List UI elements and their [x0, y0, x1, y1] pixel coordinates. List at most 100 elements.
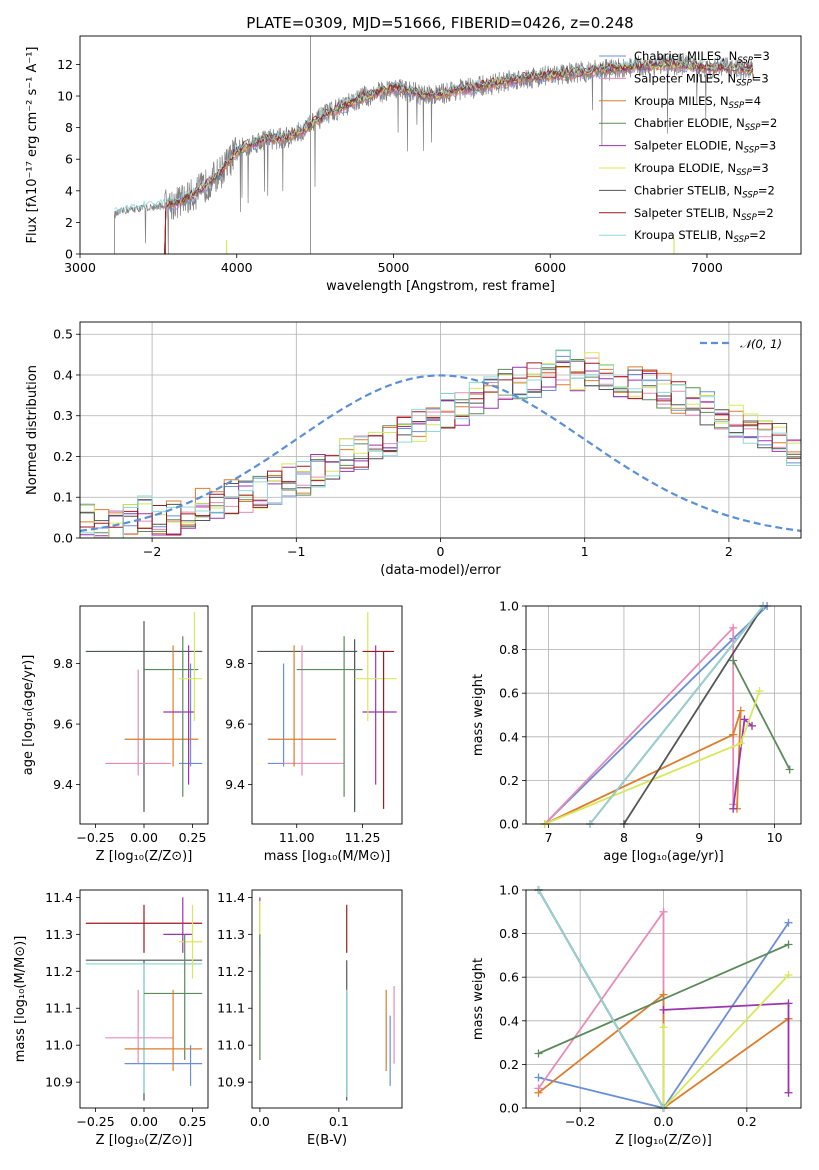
weight-marker: [659, 1005, 668, 1014]
weight-line: [732, 717, 753, 809]
y-tick-label: 10: [57, 89, 73, 104]
y-axis-label: age [log₁₀(age/yr)]: [21, 655, 36, 776]
legend-label: Kroupa MILES, NSSP=4: [634, 94, 761, 111]
x-axis-label: Z [log₁₀(Z/Z⊙)]: [615, 1133, 712, 1148]
x-axis-label: (data-model)/error: [380, 563, 501, 578]
histogram-group: [80, 349, 801, 538]
y-tick-label: 11.4: [217, 890, 245, 905]
y-tick-label: 0.8: [499, 926, 519, 941]
x-tick-label: −0.25: [76, 830, 114, 845]
legend-label: Salpeter STELIB, NSSP=2: [634, 206, 774, 223]
legend-label: Kroupa ELODIE, NSSP=3: [634, 161, 769, 178]
axes-frame: [525, 889, 802, 1109]
y-tick-label: 1.0: [499, 883, 519, 898]
normal-curve: [80, 374, 801, 532]
errorbar-point: [85, 621, 203, 812]
x-tick-label: −0.2: [565, 1114, 595, 1129]
weight-marker: [729, 804, 738, 813]
weight-marker: [740, 715, 749, 724]
x-axis-label: E(B-V): [307, 1133, 347, 1148]
y-tick-label: 0.3: [53, 408, 73, 423]
spectrum-model-line: [164, 62, 754, 255]
x-tick-label: 3000: [64, 260, 96, 275]
weight-marker: [659, 907, 668, 916]
axes-frame: [251, 605, 403, 825]
y-tick-label: 11.4: [45, 890, 73, 905]
errorbar-point: [124, 989, 203, 1072]
figure-title: PLATE=0309, MJD=51666, FIBERID=0426, z=0…: [246, 14, 633, 32]
y-tick-label: 10.9: [217, 1075, 245, 1090]
y-tick-label: 10.9: [45, 1075, 73, 1090]
y-tick-label: 11.2: [217, 964, 245, 979]
y-tick-label: 1.0: [499, 599, 519, 614]
y-tick-label: 11.1: [45, 1001, 73, 1016]
x-tick-label: 0.25: [179, 1114, 207, 1129]
x-tick-label: −1: [287, 544, 305, 559]
x-tick-label: 2: [725, 544, 733, 559]
axes-frame: [79, 35, 802, 255]
axes-frame: [79, 321, 802, 539]
spectrum-panel: 3000 4000 5000 6000 7000 0 2 4 6 8 10 12 Chabrier MI…: [25, 35, 802, 294]
weight-line: [589, 605, 765, 825]
y-tick-label: 12: [57, 57, 73, 72]
errorbar-point: [178, 904, 203, 979]
legend-label: Kroupa STELIB, NSSP=2: [634, 228, 766, 245]
weight-marker: [736, 706, 745, 715]
mass-vs-EBV-panel: 0.0 0.1 10.9 11.0 11.1 11.2 11.3 11.4 E(B-V): [217, 889, 403, 1148]
y-tick-label: 6: [65, 152, 73, 167]
errorbar-point: [163, 645, 195, 785]
x-axis-label: age [log₁₀(age/yr)]: [603, 849, 724, 864]
y-tick-label: 9.8: [225, 656, 245, 671]
x-tick-label: 7000: [691, 260, 723, 275]
y-tick-label: 0.8: [499, 642, 519, 657]
y-tick-label: 9.6: [53, 717, 73, 732]
weight-marker: [784, 971, 793, 980]
legend-label: Chabrier ELODIE, NSSP=2: [634, 116, 777, 133]
weight-vs-Z-panel: −0.2 0.0 0.2 0.0 0.2 0.4 0.6 0.8 1.0 Z [log₁₀(Z/Z…: [471, 883, 802, 1148]
legend-label: Chabrier MILES, NSSP=3: [634, 49, 770, 66]
spectrum-model-line: [114, 56, 754, 215]
weight-line: [732, 660, 791, 770]
x-axis-label: Z [log₁₀(Z/Z⊙)]: [96, 1133, 193, 1148]
legend-label: Salpeter MILES, NSSP=3: [634, 71, 769, 88]
errorbar-point: [296, 636, 363, 797]
weight-marker: [755, 687, 764, 696]
y-tick-label: 9.8: [53, 656, 73, 671]
spectrum-model-line: [164, 61, 754, 255]
y-tick-label: 11.0: [217, 1038, 245, 1053]
x-axis-label: Z [log₁₀(Z/Z⊙)]: [96, 849, 193, 864]
y-tick-label: 0.6: [499, 686, 519, 701]
x-tick-label: 11.00: [279, 830, 315, 845]
axes-frame: [79, 889, 209, 1109]
weight-marker: [729, 623, 738, 632]
age-vs-Z-panel: −0.25 0.00 0.25 9.4 9.6 9.8 Z [log₁₀(Z/Z⊙)] age…: [21, 605, 209, 864]
errorbar-point: [267, 663, 297, 767]
y-axis-label: Normed distribution: [25, 365, 40, 495]
x-tick-label: 0.0: [654, 1114, 674, 1129]
axes-frame: [79, 605, 209, 825]
weight-vs-age-panel: 7 8 9 10 0.0 0.2 0.4 0.6 0.8 1.0 age [log₁₀(age/yr…: [471, 599, 802, 864]
weight-marker: [659, 990, 668, 999]
axes-frame: [251, 889, 403, 1109]
weight-marker: [784, 918, 793, 927]
errorbar-point: [265, 650, 358, 809]
x-tick-label: 0.25: [179, 830, 207, 845]
errorbar-point: [124, 1045, 203, 1086]
weight-marker: [534, 1049, 543, 1058]
y-tick-label: 0.2: [499, 1057, 519, 1072]
y-tick-label: 11.3: [217, 927, 245, 942]
x-tick-label: 4000: [221, 260, 253, 275]
x-tick-label: 0: [437, 544, 445, 559]
errorbar-point: [354, 612, 397, 722]
x-tick-label: 0.1: [329, 1114, 349, 1129]
y-tick-label: 0.4: [499, 1013, 519, 1028]
errorbar-point: [124, 645, 199, 767]
x-tick-label: 11.25: [345, 830, 381, 845]
weight-marker: [534, 1088, 543, 1097]
errorbar-point: [362, 650, 395, 809]
y-tick-label: 9.4: [225, 777, 245, 792]
x-tick-label: 0.0: [250, 1114, 270, 1129]
weight-marker: [534, 1073, 543, 1082]
y-axis-label: mass weight: [471, 674, 486, 756]
